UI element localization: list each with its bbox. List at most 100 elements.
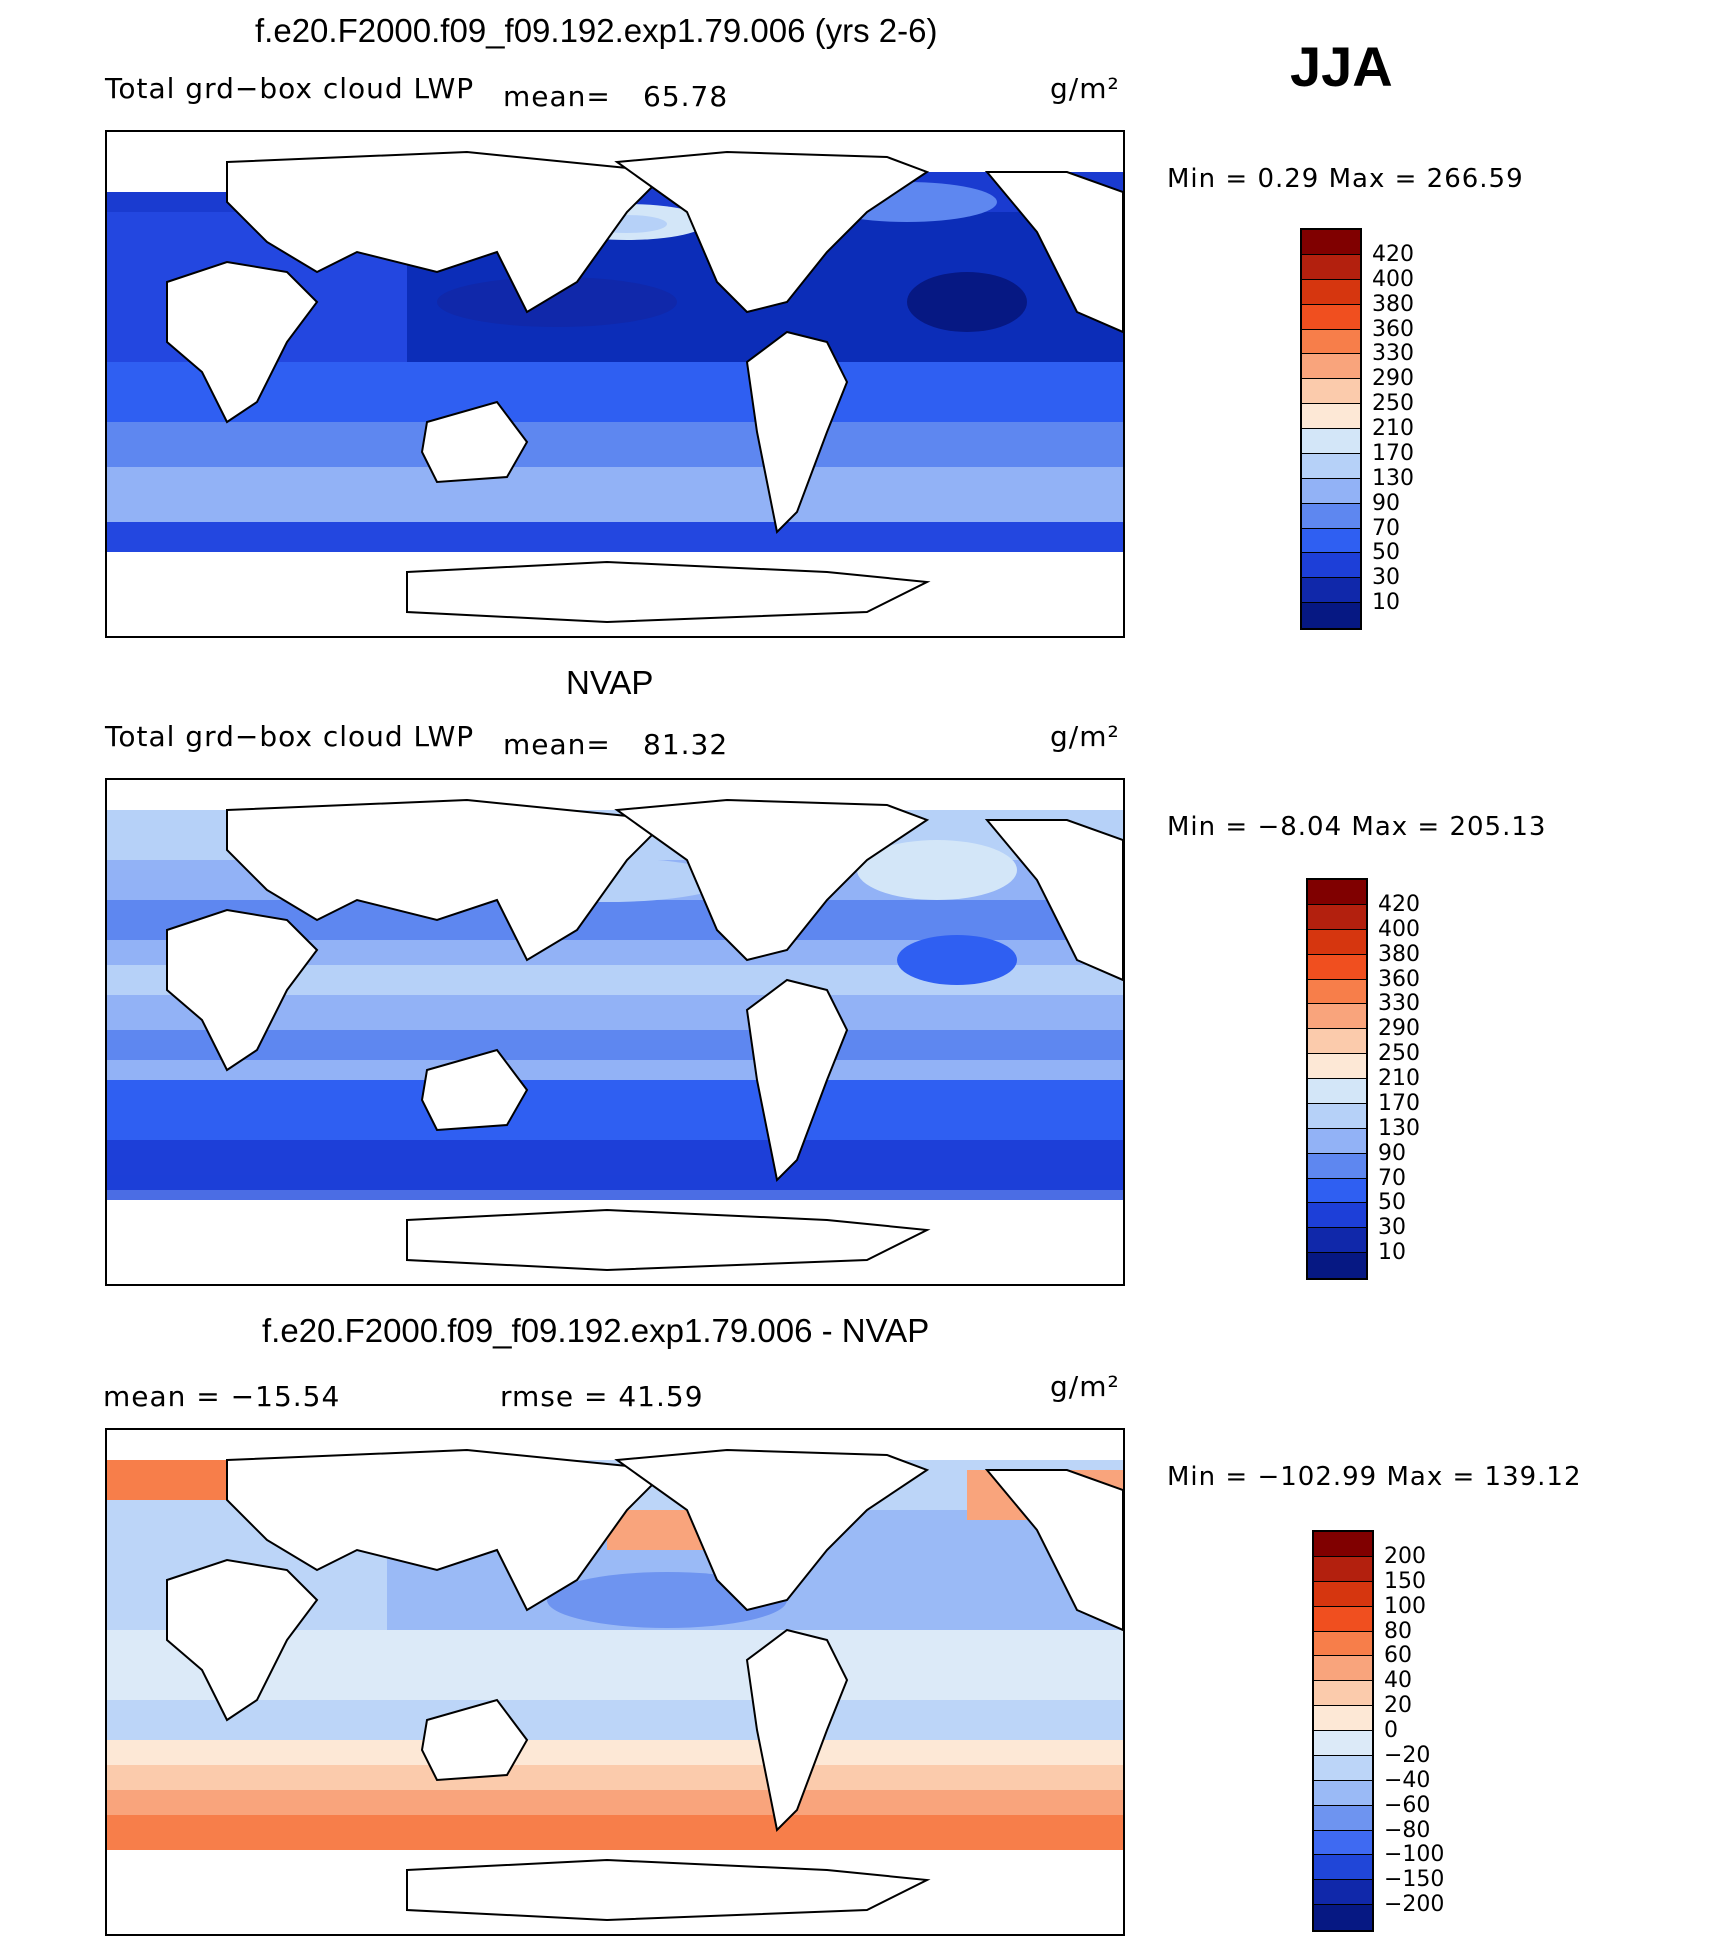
season-label: JJA <box>1290 35 1393 98</box>
colorbar-tick-label: 420 <box>1378 891 1420 917</box>
colorbar-tick-label: 130 <box>1372 465 1414 491</box>
colorbar-segment <box>1308 1253 1366 1278</box>
colorbar-segment <box>1314 1656 1372 1682</box>
colorbar-segment <box>1302 304 1360 330</box>
colorbar-segment <box>1302 230 1360 255</box>
top-units-label: g/m² <box>1050 72 1120 105</box>
middle-map-svg <box>107 780 1123 1284</box>
colorbar-segment <box>1314 1830 1372 1856</box>
colorbar-tick-label: 40 <box>1384 1668 1412 1694</box>
colorbar-tick-label: −20 <box>1384 1742 1431 1768</box>
top-map-svg <box>107 132 1123 636</box>
colorbar-segment <box>1308 904 1366 930</box>
bottom-panel-title: f.e20.F2000.f09_f09.192.exp1.79.006 - NV… <box>262 1312 930 1349</box>
top-mean-value: 65.78 <box>643 80 729 113</box>
bottom-map-svg <box>107 1430 1123 1934</box>
colorbar-segment <box>1302 578 1360 604</box>
bottom-minmax-label: Min = −102.99 Max = 139.12 <box>1167 1462 1582 1492</box>
colorbar-segment <box>1314 1532 1372 1557</box>
colorbar-segment <box>1308 1178 1366 1204</box>
colorbar-tick-label: 400 <box>1378 916 1420 942</box>
colorbar-segment <box>1314 1681 1372 1707</box>
colorbar-tick-label: 330 <box>1372 341 1414 367</box>
middle-minmax-label: Min = −8.04 Max = 205.13 <box>1167 812 1547 842</box>
colorbar-tick-label: −80 <box>1384 1817 1431 1843</box>
colorbar-segment <box>1314 1755 1372 1781</box>
colorbar-tick-label: 420 <box>1372 241 1414 267</box>
colorbar-segment <box>1302 553 1360 579</box>
colorbar-tick-label: 290 <box>1372 366 1414 392</box>
middle-continents <box>166 798 1123 1272</box>
colorbar-segment <box>1302 404 1360 429</box>
colorbar-tick-label: 200 <box>1384 1543 1426 1569</box>
top-variable-label: Total grd−box cloud LWP <box>105 72 475 105</box>
colorbar-tick-label: −150 <box>1384 1867 1445 1893</box>
middle-mean-value: 81.32 <box>643 728 729 761</box>
colorbar-tick-label: 50 <box>1372 540 1400 566</box>
top-panel-title: f.e20.F2000.f09_f09.192.exp1.79.006 (yrs… <box>255 12 938 49</box>
colorbar-segment <box>1302 279 1360 305</box>
colorbar-segment <box>1302 429 1360 454</box>
bottom-rmse-label: rmse = 41.59 <box>500 1380 704 1413</box>
colorbar-segment <box>1308 1004 1366 1030</box>
colorbar-segment <box>1302 528 1360 554</box>
colorbar-tick-label: 90 <box>1378 1140 1406 1166</box>
top-colorbar <box>1300 228 1362 630</box>
colorbar-segment <box>1314 1880 1372 1906</box>
colorbar-tick-label: 250 <box>1372 391 1414 417</box>
colorbar-segment <box>1308 1029 1366 1055</box>
colorbar-segment <box>1308 1079 1366 1104</box>
middle-mean-label: mean= <box>503 728 611 761</box>
colorbar-segment <box>1308 929 1366 955</box>
colorbar-tick-label: 380 <box>1378 941 1420 967</box>
middle-panel-title: NVAP <box>566 664 654 701</box>
colorbar-tick-label: 290 <box>1378 1016 1420 1042</box>
bottom-map-panel <box>105 1428 1125 1936</box>
colorbar-segment <box>1302 379 1360 405</box>
colorbar-segment <box>1314 1731 1372 1756</box>
colorbar-segment <box>1302 453 1360 479</box>
top-continents <box>166 150 1123 624</box>
colorbar-segment <box>1314 1905 1372 1930</box>
colorbar-segment <box>1302 478 1360 504</box>
colorbar-segment <box>1314 1706 1372 1731</box>
colorbar-segment <box>1308 979 1366 1005</box>
colorbar-tick-label: 400 <box>1372 266 1414 292</box>
colorbar-tick-label: 50 <box>1378 1190 1406 1216</box>
middle-map-panel <box>105 778 1125 1286</box>
colorbar-segment <box>1308 1128 1366 1154</box>
colorbar-tick-label: 170 <box>1372 440 1414 466</box>
colorbar-tick-label: −100 <box>1384 1842 1445 1868</box>
colorbar-tick-label: 70 <box>1372 515 1400 541</box>
colorbar-tick-label: 150 <box>1384 1568 1426 1594</box>
colorbar-segment <box>1308 1103 1366 1129</box>
bottom-mean-label: mean = −15.54 <box>103 1380 341 1413</box>
colorbar-tick-label: 250 <box>1378 1041 1420 1067</box>
colorbar-tick-label: 130 <box>1378 1115 1420 1141</box>
colorbar-segment <box>1308 1054 1366 1079</box>
colorbar-tick-label: 80 <box>1384 1618 1412 1644</box>
colorbar-segment <box>1302 329 1360 355</box>
colorbar-tick-label: 10 <box>1372 590 1400 616</box>
middle-colorbar <box>1306 878 1368 1280</box>
middle-units-label: g/m² <box>1050 720 1120 753</box>
colorbar-segment <box>1308 1203 1366 1229</box>
colorbar-tick-label: 210 <box>1372 416 1414 441</box>
colorbar-tick-label: 210 <box>1378 1066 1420 1091</box>
colorbar-tick-label: 10 <box>1378 1240 1406 1266</box>
colorbar-tick-label: 360 <box>1372 316 1414 342</box>
colorbar-segment <box>1308 954 1366 980</box>
colorbar-segment <box>1314 1556 1372 1582</box>
colorbar-segment <box>1314 1631 1372 1657</box>
top-map-panel <box>105 130 1125 638</box>
colorbar-segment <box>1308 1228 1366 1254</box>
bottom-colorbar <box>1312 1530 1374 1932</box>
colorbar-segment <box>1302 254 1360 280</box>
colorbar-tick-label: 100 <box>1384 1593 1426 1619</box>
colorbar-segment <box>1302 354 1360 380</box>
colorbar-tick-label: 70 <box>1378 1165 1406 1191</box>
colorbar-tick-label: 380 <box>1372 291 1414 317</box>
colorbar-segment <box>1308 880 1366 905</box>
colorbar-tick-label: 90 <box>1372 490 1400 516</box>
colorbar-tick-label: 60 <box>1384 1643 1412 1669</box>
